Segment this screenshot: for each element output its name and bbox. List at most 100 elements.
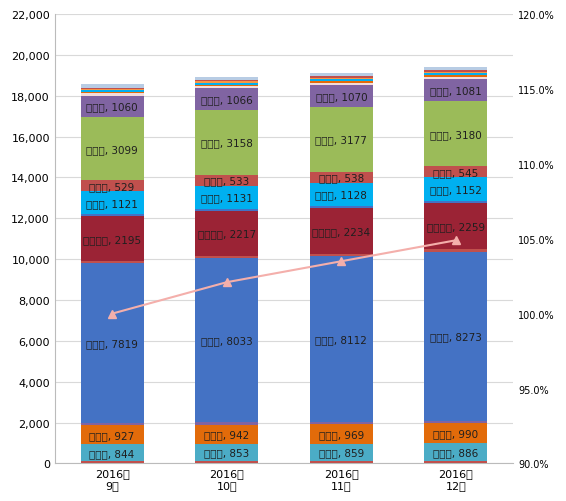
Bar [80, 90, 144, 91]
Bar [195, 257, 258, 259]
Text: 大阪府, 3158: 大阪府, 3158 [201, 138, 252, 148]
Bar [80, 96, 144, 118]
Text: 埼玉県, 853: 埼玉県, 853 [204, 448, 249, 458]
Text: 埼玉県, 859: 埼玉県, 859 [319, 447, 364, 457]
Bar [424, 201, 487, 204]
Text: 東京都, 8273: 東京都, 8273 [430, 332, 482, 342]
Bar [80, 93, 144, 94]
Bar [80, 192, 144, 215]
Bar [195, 85, 258, 87]
Bar [80, 118, 144, 181]
Bar [80, 215, 144, 217]
Bar [424, 250, 487, 252]
Text: 神奈川県, 2217: 神奈川県, 2217 [198, 229, 256, 239]
Text: 神奈川県, 2234: 神奈川県, 2234 [312, 226, 370, 236]
Bar [424, 204, 487, 250]
Bar [310, 254, 373, 257]
Bar [80, 88, 144, 90]
Bar [195, 84, 258, 85]
Bar [424, 461, 487, 463]
Bar [195, 175, 258, 186]
Bar [424, 68, 487, 71]
Bar [424, 102, 487, 167]
Bar [80, 91, 144, 93]
Bar [195, 81, 258, 82]
Bar [195, 82, 258, 84]
Bar [310, 422, 373, 424]
Text: 愛知県, 1152: 愛知県, 1152 [430, 185, 482, 195]
Text: 大阪府, 3177: 大阪府, 3177 [315, 135, 367, 145]
Bar [195, 211, 258, 257]
Bar [310, 108, 373, 172]
Bar [424, 78, 487, 80]
Bar [80, 85, 144, 88]
Bar [80, 94, 144, 96]
Bar [424, 71, 487, 72]
Bar [80, 425, 144, 444]
Bar [80, 262, 144, 264]
Bar [310, 79, 373, 80]
Bar [195, 209, 258, 211]
Bar [310, 77, 373, 79]
Text: 兵庫県, 1066: 兵庫県, 1066 [201, 95, 252, 105]
Bar [195, 461, 258, 463]
Bar [310, 444, 373, 461]
Bar [80, 444, 144, 461]
Bar [424, 74, 487, 76]
Bar [310, 82, 373, 84]
Bar [424, 76, 487, 78]
Bar [424, 178, 487, 201]
Text: 京都府, 533: 京都府, 533 [204, 176, 249, 186]
Bar [195, 111, 258, 175]
Text: 愛知県, 1128: 愛知県, 1128 [315, 190, 367, 200]
Bar [195, 259, 258, 423]
Bar [424, 443, 487, 461]
Bar [195, 87, 258, 89]
Bar [195, 444, 258, 461]
Text: 埼玉県, 844: 埼玉県, 844 [89, 448, 135, 458]
Bar [310, 424, 373, 444]
Bar [195, 78, 258, 81]
Bar [424, 167, 487, 178]
Text: 千葉県, 927: 千葉県, 927 [89, 430, 135, 440]
Text: 千葉県, 942: 千葉県, 942 [204, 429, 249, 439]
Bar [310, 461, 373, 463]
Text: 京都府, 529: 京都府, 529 [89, 181, 135, 191]
Bar [80, 217, 144, 262]
Bar [424, 80, 487, 102]
Text: 東京都, 8112: 東京都, 8112 [315, 334, 367, 344]
Bar [310, 172, 373, 183]
Text: 京都府, 538: 京都府, 538 [319, 173, 364, 183]
Bar [80, 423, 144, 425]
Text: 兵庫県, 1070: 兵庫県, 1070 [315, 92, 367, 102]
Text: 兵庫県, 1060: 兵庫県, 1060 [86, 102, 138, 112]
Text: 東京都, 7819: 東京都, 7819 [86, 339, 138, 349]
Bar [310, 208, 373, 254]
Text: 兵庫県, 1081: 兵庫県, 1081 [430, 86, 482, 96]
Bar [310, 257, 373, 422]
Bar [80, 181, 144, 192]
Bar [310, 84, 373, 86]
Bar [80, 461, 144, 463]
Text: 京都府, 545: 京都府, 545 [434, 167, 479, 177]
Bar [195, 425, 258, 444]
Text: 埼玉県, 886: 埼玉県, 886 [434, 447, 479, 457]
Bar [424, 252, 487, 421]
Text: 愛知県, 1131: 愛知県, 1131 [201, 193, 252, 203]
Bar [310, 74, 373, 77]
Bar [195, 89, 258, 111]
Text: 神奈川県, 2195: 神奈川県, 2195 [83, 234, 141, 244]
Bar [195, 423, 258, 425]
Bar [310, 206, 373, 208]
Bar [424, 423, 487, 443]
Text: 神奈川県, 2259: 神奈川県, 2259 [427, 222, 485, 232]
Text: 大阪府, 3180: 大阪府, 3180 [430, 129, 482, 139]
Bar [424, 72, 487, 74]
Text: 千葉県, 990: 千葉県, 990 [434, 428, 478, 438]
Text: 愛知県, 1121: 愛知県, 1121 [86, 198, 138, 208]
Bar [424, 421, 487, 423]
Bar [310, 80, 373, 82]
Bar [195, 186, 258, 209]
Bar [80, 264, 144, 423]
Bar [310, 183, 373, 206]
